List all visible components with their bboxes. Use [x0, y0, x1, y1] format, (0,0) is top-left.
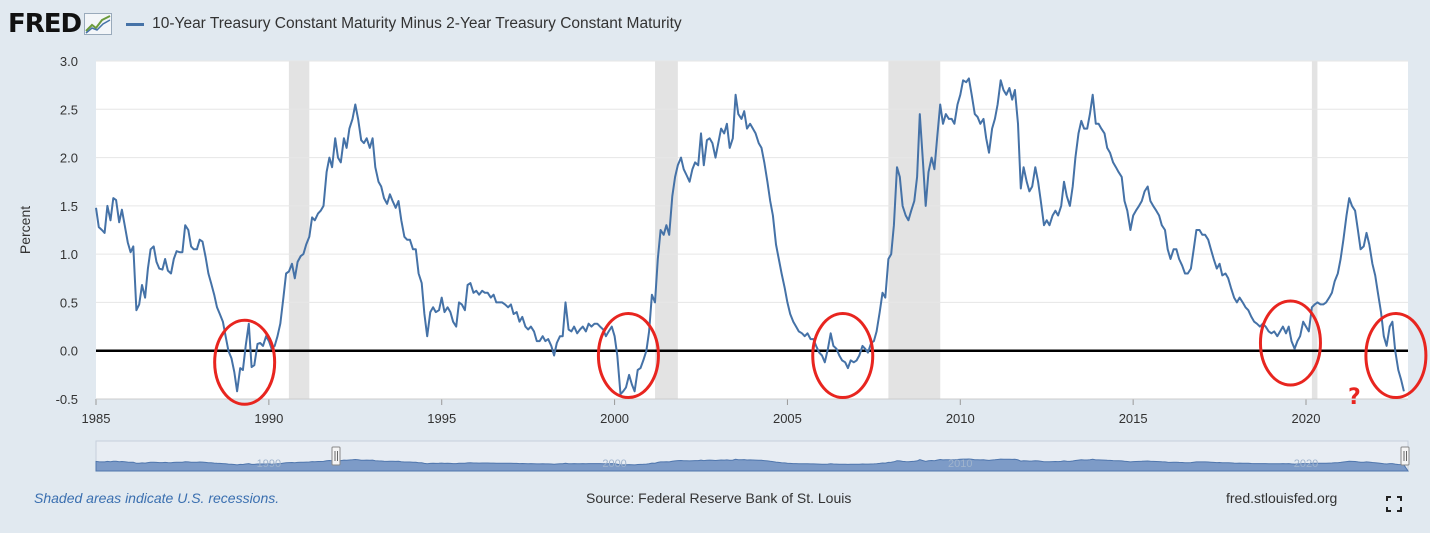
legend-label: 10-Year Treasury Constant Maturity Minus…: [152, 15, 682, 32]
fred-logo[interactable]: FRED: [8, 9, 113, 39]
navigator-label: 1990: [257, 458, 281, 470]
y-axis-label: Percent: [17, 206, 33, 254]
y-tick-label: 3.0: [60, 54, 78, 69]
annotation-question-mark: ?: [1348, 385, 1361, 410]
navigator-handle[interactable]: [331, 446, 341, 466]
x-tick-label: 2000: [600, 411, 629, 426]
annotation-circle: [1364, 312, 1428, 400]
x-tick-label: 2010: [946, 411, 975, 426]
recession-band: [1311, 61, 1318, 399]
recession-note: Shaded areas indicate U.S. recessions.: [34, 490, 280, 506]
fullscreen-icon[interactable]: [1386, 496, 1402, 512]
y-tick-label: 0.5: [60, 295, 78, 310]
recession-band: [288, 61, 310, 399]
navigator-label: 2010: [948, 458, 972, 470]
legend[interactable]: 10-Year Treasury Constant Maturity Minus…: [126, 15, 682, 33]
y-tick-label: 1.5: [60, 199, 78, 214]
source-text: Source: Federal Reserve Bank of St. Loui…: [586, 490, 852, 506]
line-chart-icon: [84, 13, 113, 35]
site-url[interactable]: fred.stlouisfed.org: [1226, 490, 1338, 506]
recession-band: [888, 61, 941, 399]
legend-swatch: [126, 22, 145, 26]
navigator-area: [95, 458, 1409, 472]
x-tick-label: 1985: [82, 411, 111, 426]
y-tick-label: -0.5: [56, 392, 78, 407]
x-tick-label: 1990: [254, 411, 283, 426]
y-tick-label: 1.0: [60, 247, 78, 262]
x-tick-label: 2015: [1119, 411, 1148, 426]
navigator-handle[interactable]: [1400, 446, 1410, 466]
y-tick-label: 0.0: [60, 344, 78, 359]
y-tick-label: 2.0: [60, 151, 78, 166]
y-tick-label: 2.5: [60, 102, 78, 117]
annotation-circle: [596, 312, 660, 400]
annotation-circle: [213, 318, 277, 406]
x-tick-label: 1995: [427, 411, 456, 426]
series-line[interactable]: [95, 77, 1405, 396]
annotation-circle: [811, 312, 875, 400]
x-tick-label: 2005: [773, 411, 802, 426]
navigator-label: 2000: [602, 458, 626, 470]
x-tick-label: 2020: [1292, 411, 1321, 426]
plot-area: [96, 61, 1408, 399]
annotation-circle: [1258, 299, 1322, 387]
recession-band: [655, 61, 678, 399]
logo-text: FRED: [8, 9, 82, 39]
header: FRED 10-Year Treasury Constant Maturity …: [8, 6, 682, 42]
navigator-label: 2020: [1294, 458, 1318, 470]
chart[interactable]: -0.5 0.0 0.5 1.0 1.5 2.0 2.5 3.0 1985 1990 1995 200…: [0, 0, 1430, 480]
